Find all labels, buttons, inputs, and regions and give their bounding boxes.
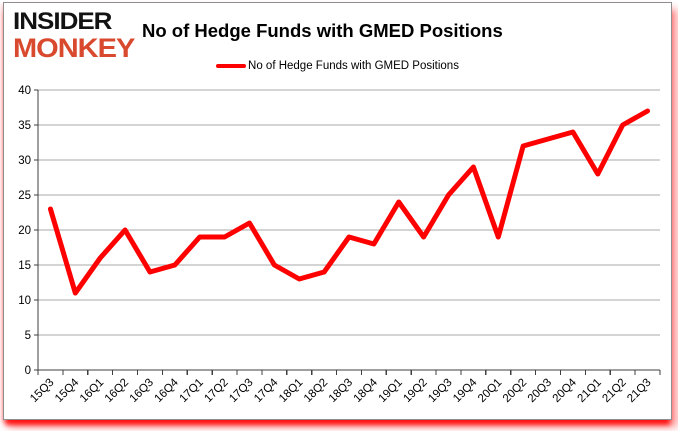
x-tick-label: 20Q2 xyxy=(501,377,529,405)
x-tick-label: 15Q3 xyxy=(28,377,56,405)
y-tick-label: 10 xyxy=(18,295,31,307)
legend: No of Hedge Funds with GMED Positions xyxy=(4,59,671,73)
legend-label: No of Hedge Funds with GMED Positions xyxy=(248,60,459,72)
y-tick-label: 35 xyxy=(18,120,31,132)
chart-title: No of Hedge Funds with GMED Positions xyxy=(142,20,503,41)
x-tick-label: 18Q4 xyxy=(352,376,381,405)
x-tick-label: 18Q2 xyxy=(302,377,330,405)
x-tick-label: 21Q1 xyxy=(576,377,604,405)
x-tick-label: 17Q2 xyxy=(202,377,230,405)
x-tick-label: 16Q4 xyxy=(153,376,182,405)
logo-monkey-text: MONKEY xyxy=(13,34,135,64)
y-tick-label: 20 xyxy=(18,225,31,237)
x-tick-label: 16Q2 xyxy=(103,377,131,405)
y-tick-label: 15 xyxy=(18,260,31,272)
y-tick-label: 30 xyxy=(18,155,31,167)
chart-panel: INSIDER MONKEY No of Hedge Funds with GM… xyxy=(3,2,672,420)
x-tick-label: 17Q1 xyxy=(177,377,205,405)
legend-line-marker xyxy=(216,64,247,68)
x-tick-label: 20Q4 xyxy=(551,376,580,405)
x-tick-label: 20Q1 xyxy=(476,377,504,405)
x-tick-label: 17Q3 xyxy=(227,377,255,405)
y-tick-label: 0 xyxy=(25,365,31,377)
x-tick-label: 19Q2 xyxy=(401,377,429,405)
x-tick-label: 19Q3 xyxy=(426,377,454,405)
x-tick-label: 19Q1 xyxy=(376,377,404,405)
plot-area: 0 5 10 15 20 25 30 35 40 15Q315Q416Q116Q216Q316Q4… xyxy=(18,85,661,405)
x-tick-label: 16Q3 xyxy=(128,377,156,405)
x-tick-label: 21Q2 xyxy=(600,377,628,405)
series-line xyxy=(47,108,651,296)
x-tick-label: 16Q1 xyxy=(78,377,106,405)
y-tick-label: 40 xyxy=(18,85,31,97)
x-tick-label: 20Q3 xyxy=(526,377,554,405)
x-tick-label: 19Q4 xyxy=(451,376,480,405)
x-tick-label: 18Q1 xyxy=(277,377,305,405)
x-tick-label: 15Q4 xyxy=(53,376,82,405)
x-tick-label: 17Q4 xyxy=(252,376,281,405)
y-tick-label: 25 xyxy=(18,190,31,202)
insider-monkey-logo: INSIDER MONKEY xyxy=(13,7,135,65)
logo-insider-text: INSIDER xyxy=(13,7,112,35)
x-tick-label: 21Q3 xyxy=(625,377,653,405)
y-tick-label: 5 xyxy=(25,330,31,342)
x-tick-label: 18Q3 xyxy=(327,377,355,405)
